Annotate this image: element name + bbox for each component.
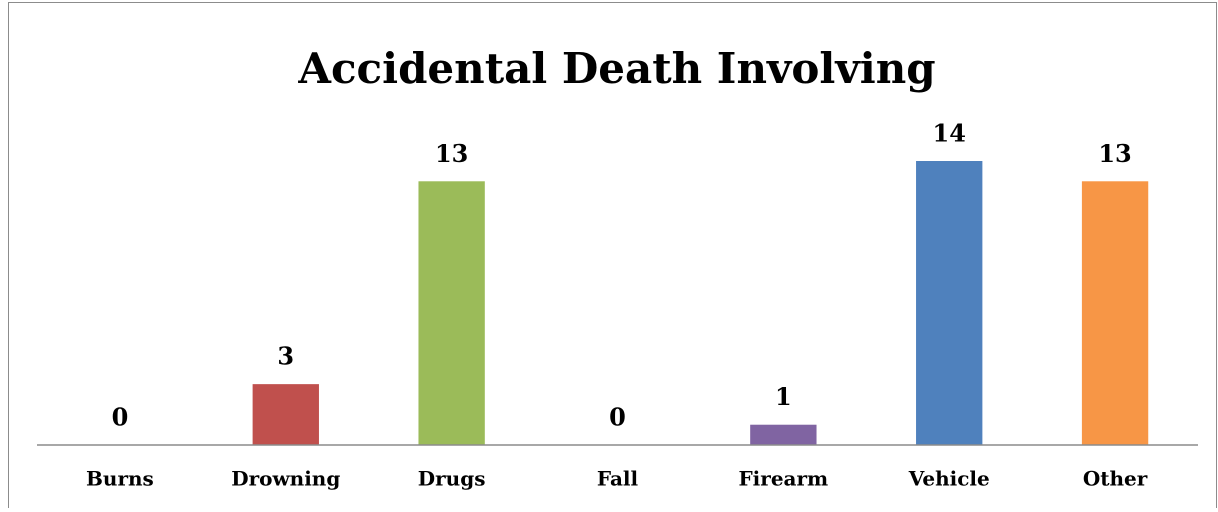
bar (916, 161, 983, 445)
x-tick-label: Burns (86, 467, 154, 491)
data-label: 13 (435, 139, 468, 168)
bar (750, 424, 817, 445)
x-tick-label: Drugs (418, 467, 486, 491)
x-tick-label: Fall (597, 467, 639, 491)
chart-title: Accidental Death Involving (297, 44, 935, 93)
x-tick-label: Firearm (738, 467, 828, 491)
data-label: 14 (933, 119, 966, 148)
x-tick-label: Vehicle (908, 467, 990, 491)
data-label: 0 (609, 403, 626, 432)
x-tick-label: Other (1083, 467, 1148, 491)
data-label: 0 (112, 403, 129, 432)
data-label: 3 (277, 342, 294, 371)
bar (252, 384, 319, 445)
x-tick-label: Drowning (231, 467, 340, 491)
chart-border (8, 2, 1217, 512)
data-label: 13 (1098, 139, 1131, 168)
bar (1081, 181, 1149, 446)
bar (418, 181, 485, 446)
data-label: 1 (775, 382, 792, 411)
